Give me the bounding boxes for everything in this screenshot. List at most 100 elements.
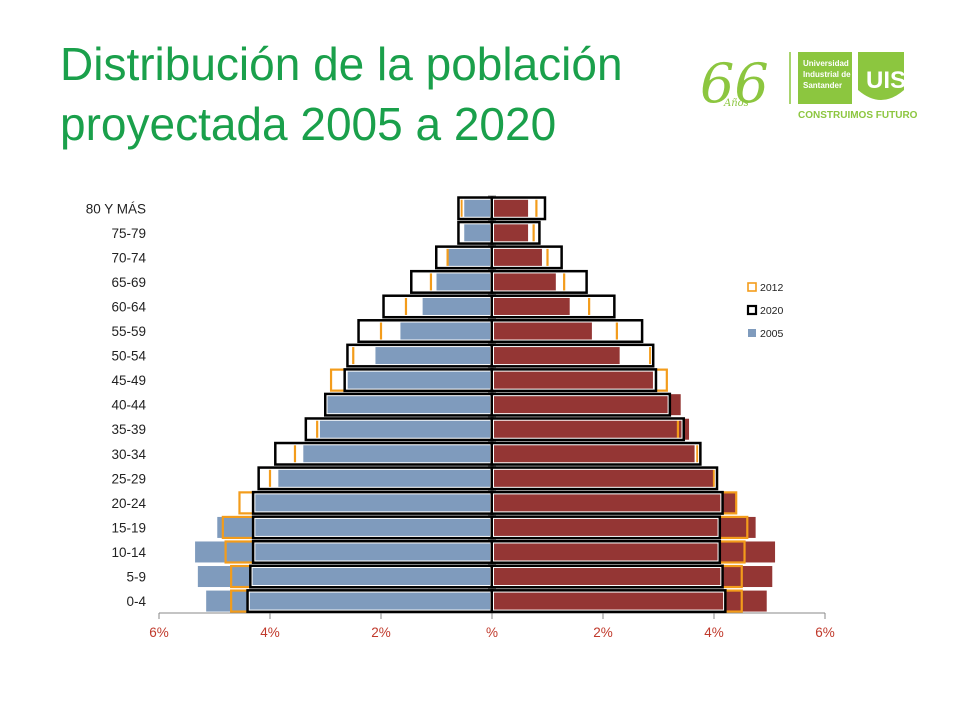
logo-name-line-2: Industrial de xyxy=(803,70,851,79)
bar-2020-right xyxy=(490,368,658,393)
bar-2020-left-inner xyxy=(459,223,492,243)
bar-2005-left xyxy=(436,271,492,293)
legend-swatch-2020 xyxy=(746,304,758,316)
y-tick-label: 20-24 xyxy=(111,496,146,511)
bar-2005-right xyxy=(492,345,620,367)
bar-2020-right-inner xyxy=(493,346,652,366)
bar-2020-right-inner xyxy=(493,370,655,390)
y-tick-label: 25-29 xyxy=(111,471,146,486)
y-tick-label: 75-79 xyxy=(111,226,146,241)
logo-name-line-1: Universidad xyxy=(803,59,849,68)
y-tick-label: 50-54 xyxy=(111,349,146,364)
bar-2020-right xyxy=(490,417,685,442)
legend-label-2012: 2012 xyxy=(760,282,784,294)
y-tick-label: 70-74 xyxy=(111,250,146,265)
y-tick-label: 80 Y MÁS xyxy=(86,201,146,216)
bar-2020-right xyxy=(490,196,547,221)
y-tick-label: 45-49 xyxy=(111,373,146,388)
bar-2005-left xyxy=(422,295,492,317)
chart-legend: 2012 2020 2005 xyxy=(746,282,784,340)
logo-name-box xyxy=(798,52,852,104)
x-tick-label: % xyxy=(486,625,498,640)
series-2020-outlines xyxy=(246,196,727,614)
bar-2005-left xyxy=(464,222,492,244)
bar-2005-left xyxy=(278,467,492,489)
logo-name-line-3: Santander xyxy=(803,81,842,90)
bar-2005-right xyxy=(492,516,756,538)
legend-label-2005: 2005 xyxy=(760,328,784,340)
bar-2020-right-inner xyxy=(493,444,700,464)
title-line-1: Distribución de la población xyxy=(60,38,623,90)
logo-number: 66 xyxy=(700,52,769,115)
bar-2005-left xyxy=(319,418,492,440)
bar-2005-left xyxy=(217,516,492,538)
legend-label-2020: 2020 xyxy=(760,305,784,317)
x-tick-label: 4% xyxy=(704,625,724,640)
bar-2020-left-inner xyxy=(259,468,491,488)
x-tick-label: 2% xyxy=(593,625,613,640)
bar-2005-right xyxy=(492,566,773,588)
bar-2020-right xyxy=(490,466,719,491)
svg-text:UIS: UIS xyxy=(866,67,906,94)
bar-2020-right xyxy=(490,490,724,515)
bar-2020-left-inner xyxy=(254,542,491,562)
bar-2005-right xyxy=(492,467,714,489)
y-tick-label: 55-59 xyxy=(111,324,146,339)
logo-tagline: CONSTRUIMOS FUTURO xyxy=(798,110,918,121)
bar-2020-left-inner xyxy=(254,517,491,537)
y-tick-label: 5-9 xyxy=(126,570,146,585)
bar-2020-right-inner xyxy=(493,321,641,341)
anniversary-mark: 66 Años xyxy=(700,52,769,115)
bar-2005-right xyxy=(492,246,542,268)
bar-2005-left xyxy=(447,246,492,268)
bar-2005-left xyxy=(464,197,492,219)
bar-2005-right xyxy=(492,369,653,391)
y-tick-label: 40-44 xyxy=(111,398,146,413)
legend-swatch-2005 xyxy=(748,329,756,337)
bar-2020-right-inner xyxy=(493,542,719,562)
y-tick-label: 65-69 xyxy=(111,275,146,290)
bar-2020-right xyxy=(490,245,563,270)
x-tick-label: 4% xyxy=(260,625,280,640)
y-tick-label: 60-64 xyxy=(111,299,146,314)
bar-2020-right-inner xyxy=(493,223,539,243)
bar-2005-left xyxy=(375,345,492,367)
x-tick-label: 6% xyxy=(149,625,169,640)
bar-2005-right xyxy=(492,541,776,563)
bar-2020-right-inner xyxy=(493,272,586,292)
bar-2020-right xyxy=(490,589,727,614)
bar-2005-right xyxy=(492,418,690,440)
page-title: Distribución de la población proyectada … xyxy=(60,34,700,154)
y-tick-label: 35-39 xyxy=(111,422,146,437)
bar-2020-right-inner xyxy=(493,296,614,316)
bar-2020-right-inner xyxy=(493,247,561,267)
bar-2020-right xyxy=(490,269,588,294)
y-tick-label: 15-19 xyxy=(111,520,146,535)
bar-2020-right xyxy=(490,319,644,344)
title-line-2: proyectada 2005 a 2020 xyxy=(60,98,557,150)
bar-2020-right xyxy=(490,539,722,564)
bar-2020-right-inner xyxy=(493,493,722,513)
bar-2020-right xyxy=(490,441,702,466)
bar-2020-right xyxy=(490,343,655,368)
university-logo: 66 Años Universidad Industrial de Santan… xyxy=(696,44,936,128)
series-2005-bars xyxy=(195,197,776,612)
bar-2020-right-inner xyxy=(493,468,716,488)
legend-swatch-2012 xyxy=(747,282,757,292)
bar-2020-right-inner xyxy=(493,591,725,611)
bar-2020-right-inner xyxy=(493,419,683,439)
bar-2020-right xyxy=(490,515,722,540)
bar-2020-right-inner xyxy=(493,395,669,415)
x-tick-label: 6% xyxy=(815,625,835,640)
bar-2005-right xyxy=(492,443,695,465)
bar-2020-right xyxy=(490,220,541,245)
x-tick-label: 2% xyxy=(371,625,391,640)
tick-labels: 6% 4% 2%% 2% 4% 6% 80 Y MÁS 75-79 70-74 65-69 60-6… xyxy=(86,201,835,640)
bar-2020-right-inner xyxy=(493,198,544,218)
bar-2020-right xyxy=(490,564,724,589)
bar-2020-right-inner xyxy=(493,567,722,587)
y-tick-label: 0-4 xyxy=(126,594,146,609)
y-tick-label: 30-34 xyxy=(111,447,146,462)
y-tick-label: 10-14 xyxy=(111,545,146,560)
